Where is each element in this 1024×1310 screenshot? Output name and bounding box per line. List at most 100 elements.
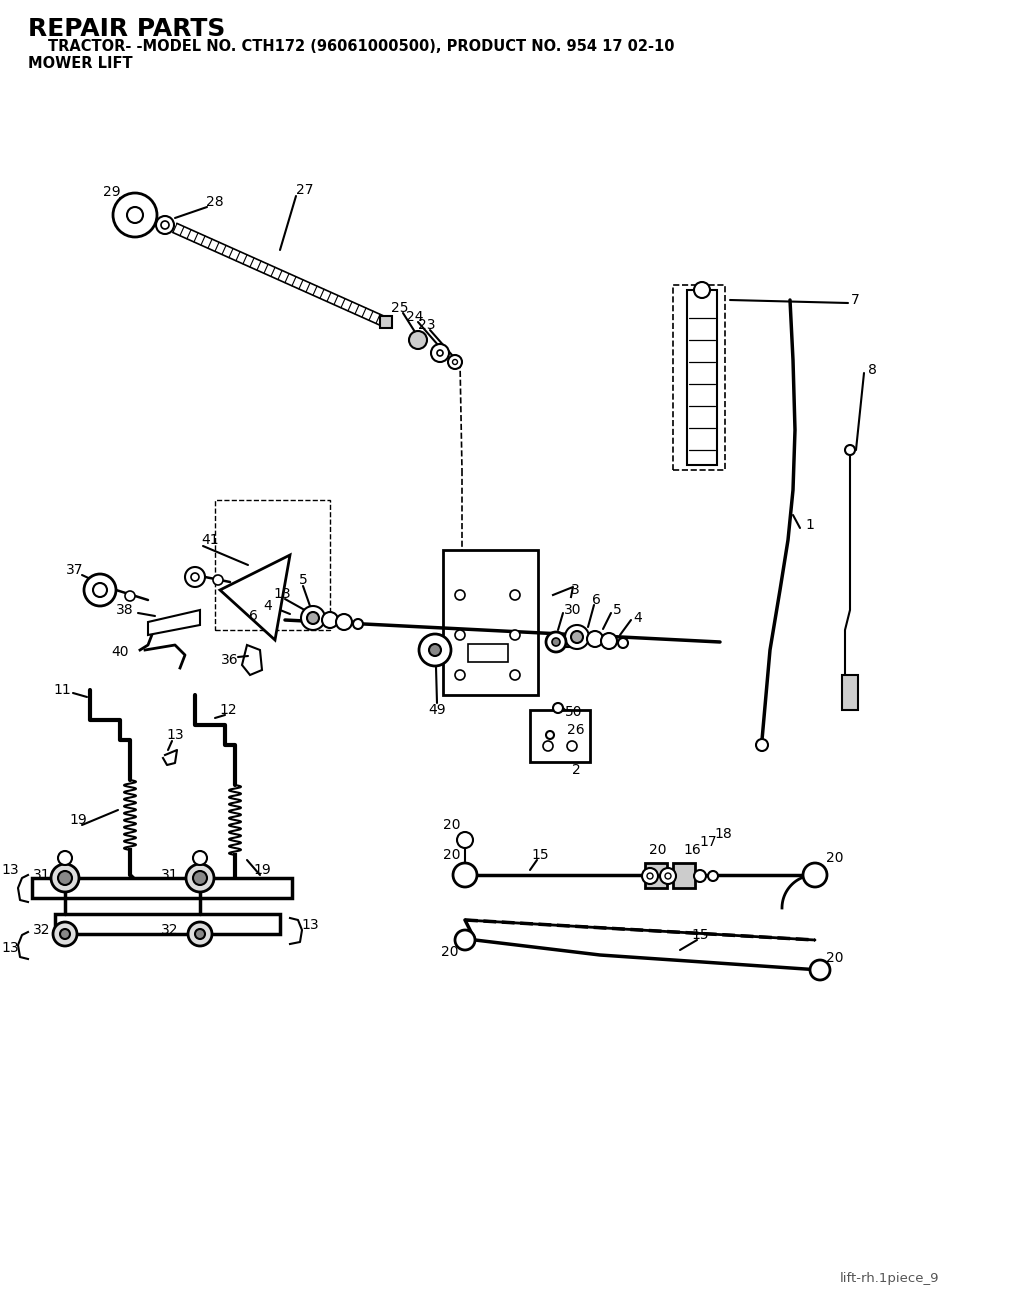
Text: 4: 4 bbox=[263, 599, 272, 613]
Text: REPAIR PARTS: REPAIR PARTS bbox=[28, 17, 225, 41]
Circle shape bbox=[193, 852, 207, 865]
Circle shape bbox=[845, 445, 855, 455]
Circle shape bbox=[546, 631, 566, 652]
Text: 31: 31 bbox=[33, 869, 51, 882]
Text: 20: 20 bbox=[443, 848, 461, 862]
Circle shape bbox=[694, 282, 710, 297]
Text: 12: 12 bbox=[219, 703, 237, 717]
Text: 28: 28 bbox=[206, 195, 224, 210]
Circle shape bbox=[60, 929, 70, 939]
Text: 4: 4 bbox=[634, 610, 642, 625]
Text: lift-rh.1piece_9: lift-rh.1piece_9 bbox=[840, 1272, 939, 1285]
Circle shape bbox=[510, 630, 520, 641]
Text: 37: 37 bbox=[67, 563, 84, 576]
Text: 13: 13 bbox=[166, 728, 184, 741]
Text: MOWER LIFT: MOWER LIFT bbox=[28, 56, 133, 71]
Circle shape bbox=[553, 703, 563, 713]
Text: 13: 13 bbox=[1, 941, 18, 955]
Text: 41: 41 bbox=[201, 533, 219, 548]
Circle shape bbox=[213, 575, 223, 586]
Circle shape bbox=[125, 591, 135, 601]
Circle shape bbox=[193, 871, 207, 886]
Text: 13: 13 bbox=[301, 918, 318, 931]
Circle shape bbox=[565, 625, 589, 648]
Bar bbox=[645, 863, 667, 888]
Text: 20: 20 bbox=[826, 852, 844, 865]
Text: 5: 5 bbox=[612, 603, 622, 617]
Text: 26: 26 bbox=[567, 723, 585, 738]
Text: 32: 32 bbox=[33, 924, 51, 937]
Bar bbox=[468, 645, 508, 662]
Bar bbox=[687, 290, 717, 465]
Text: 19: 19 bbox=[70, 814, 87, 827]
Text: 27: 27 bbox=[296, 183, 313, 196]
Bar bbox=[215, 500, 330, 630]
Bar bbox=[530, 710, 590, 762]
Circle shape bbox=[58, 871, 72, 886]
Text: 29: 29 bbox=[103, 185, 121, 199]
Circle shape bbox=[455, 930, 475, 950]
Circle shape bbox=[156, 216, 174, 234]
Circle shape bbox=[453, 863, 477, 887]
Text: 3: 3 bbox=[570, 583, 580, 597]
Circle shape bbox=[510, 669, 520, 680]
Text: 6: 6 bbox=[592, 593, 600, 607]
Circle shape bbox=[429, 645, 441, 656]
Circle shape bbox=[51, 865, 79, 892]
Text: 6: 6 bbox=[249, 609, 257, 624]
Circle shape bbox=[455, 590, 465, 600]
Text: 20: 20 bbox=[443, 817, 461, 832]
Circle shape bbox=[191, 572, 199, 582]
Bar bbox=[443, 550, 538, 696]
Text: 23: 23 bbox=[418, 318, 436, 331]
Circle shape bbox=[188, 922, 212, 946]
Circle shape bbox=[756, 739, 768, 751]
Circle shape bbox=[195, 929, 205, 939]
Circle shape bbox=[552, 638, 560, 646]
Text: 1: 1 bbox=[806, 517, 814, 532]
Circle shape bbox=[431, 345, 449, 362]
Polygon shape bbox=[148, 610, 200, 635]
Circle shape bbox=[618, 638, 628, 648]
Circle shape bbox=[543, 741, 553, 751]
Circle shape bbox=[708, 871, 718, 882]
Text: 38: 38 bbox=[116, 603, 134, 617]
Circle shape bbox=[307, 612, 319, 624]
Circle shape bbox=[322, 612, 338, 627]
Polygon shape bbox=[242, 645, 262, 675]
Text: 11: 11 bbox=[53, 683, 71, 697]
Text: 20: 20 bbox=[441, 945, 459, 959]
Text: 17: 17 bbox=[699, 834, 717, 849]
Text: 18: 18 bbox=[714, 827, 732, 841]
Text: 2: 2 bbox=[571, 762, 581, 777]
Circle shape bbox=[457, 832, 473, 848]
Text: 13: 13 bbox=[1, 863, 18, 876]
Text: TRACTOR- -MODEL NO. CTH172 (96061000500), PRODUCT NO. 954 17 02-10: TRACTOR- -MODEL NO. CTH172 (96061000500)… bbox=[48, 39, 675, 54]
Circle shape bbox=[113, 193, 157, 237]
Circle shape bbox=[810, 960, 830, 980]
Text: 40: 40 bbox=[112, 645, 129, 659]
Circle shape bbox=[567, 741, 577, 751]
Circle shape bbox=[301, 607, 325, 630]
Circle shape bbox=[453, 359, 458, 364]
Circle shape bbox=[161, 221, 169, 229]
Circle shape bbox=[803, 863, 827, 887]
Text: 5: 5 bbox=[299, 572, 307, 587]
Circle shape bbox=[642, 869, 658, 884]
Circle shape bbox=[437, 350, 443, 356]
Circle shape bbox=[455, 669, 465, 680]
Bar bbox=[564, 637, 579, 647]
Text: 15: 15 bbox=[691, 927, 709, 942]
Text: 32: 32 bbox=[161, 924, 179, 937]
Circle shape bbox=[127, 207, 143, 223]
Text: 15: 15 bbox=[531, 848, 549, 862]
Bar bbox=[673, 863, 695, 888]
Bar bbox=[673, 286, 725, 470]
Bar bbox=[55, 914, 280, 934]
Text: 30: 30 bbox=[564, 603, 582, 617]
Text: 16: 16 bbox=[683, 844, 700, 857]
Text: 8: 8 bbox=[867, 363, 877, 377]
Circle shape bbox=[353, 620, 362, 629]
Circle shape bbox=[647, 872, 653, 879]
Circle shape bbox=[336, 614, 352, 630]
